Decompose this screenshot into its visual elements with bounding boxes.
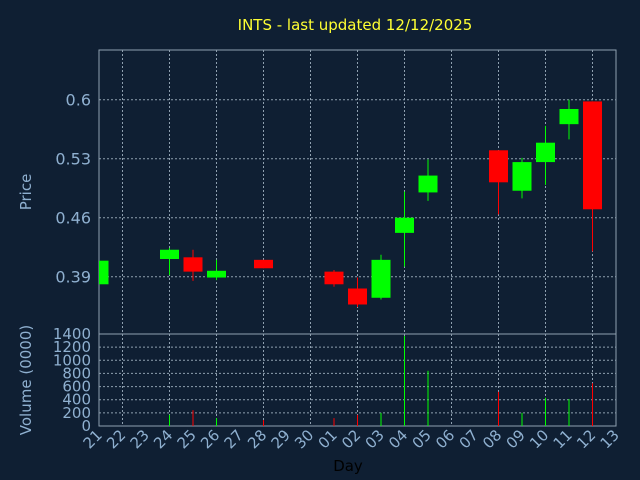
x-tick-label: 24 [150,426,176,452]
volume-bar [333,418,335,426]
x-tick-label: 26 [197,426,223,452]
y-tick-label: 0.39 [55,268,91,287]
y-tick-label: 0.53 [55,150,91,169]
candle-body [348,288,367,305]
volume-bar [169,414,170,426]
x-tick-label: 09 [503,426,529,452]
volume-bar [498,391,499,426]
x-tick-label: 23 [127,426,153,452]
volume-bar [521,412,523,426]
candle-body [536,142,555,163]
candle-body [583,101,602,210]
x-tick-label: 06 [432,426,458,452]
volume-bar [380,412,382,426]
y-tick-label: 400 [62,391,91,409]
candle-body [418,175,438,193]
y-tick-label: 1000 [53,351,91,369]
x-tick-label: 02 [338,426,364,452]
x-tick-label: 08 [479,426,505,452]
x-tick-label: 05 [409,426,435,452]
x-tick-label: 29 [268,426,294,452]
x-tick-label: 13 [597,426,623,452]
candle-body [489,150,508,183]
candle-body [395,217,414,233]
volume-bar [404,335,405,426]
x-axis-label: Day [333,457,363,475]
candle-body [512,162,532,191]
candle-body [371,259,391,298]
candle-body [254,259,273,269]
y-tick-label: 0 [81,417,91,435]
candle-body [207,270,226,278]
y-tick-label: 600 [62,378,91,396]
x-tick-label: 22 [103,426,129,452]
volume-bar [592,383,593,426]
x-tick-label: 01 [315,426,341,452]
candle-body [324,271,344,285]
volume-bar [216,418,217,426]
x-tick-label: 04 [385,426,411,452]
x-tick-label: 03 [362,426,388,452]
candle-body [183,257,203,272]
x-tick-label: 12 [573,426,599,452]
y-axis-label: Volume (0000) [17,325,35,435]
x-tick-label: 30 [291,426,317,452]
candle-body [160,249,179,259]
y-axis-label: Price [17,174,35,211]
x-tick-label: 27 [221,426,247,452]
volume-bar [192,410,194,426]
y-tick-label: 0.46 [55,209,91,228]
x-tick-label: 11 [550,426,576,452]
y-tick-label: 1200 [53,338,91,356]
volume-bar [357,414,358,426]
x-tick-label: 10 [526,426,552,452]
candle-body [559,108,579,125]
x-tick-label: 07 [456,426,482,452]
y-tick-label: 200 [62,404,91,422]
volume-bar [427,370,429,426]
x-tick-label: 25 [174,426,200,452]
x-tick-label: 28 [244,426,270,452]
y-tick-label: 1400 [53,325,91,343]
volume-bar [545,397,546,426]
y-tick-label: 800 [62,364,91,382]
chart-title: INTS - last updated 12/12/2025 [238,16,473,34]
candle-body [99,260,109,285]
y-tick-label: 0.6 [66,91,91,110]
volume-bar [568,399,570,426]
volume-bar [263,420,264,426]
